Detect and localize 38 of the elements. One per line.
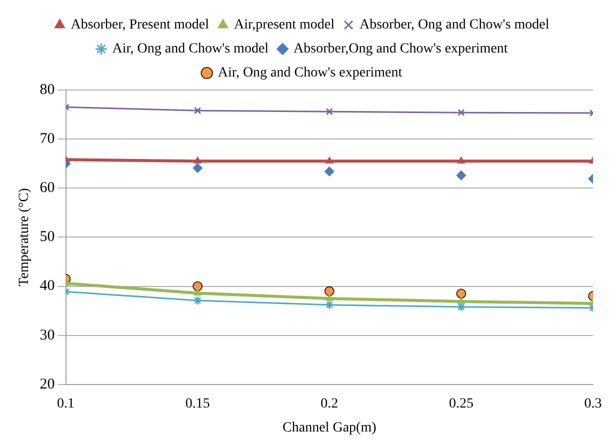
point <box>326 294 334 301</box>
point <box>324 166 334 176</box>
y-tick-label: 60 <box>40 180 55 196</box>
legend-label: Absorber, Ong and Chow's model <box>359 18 550 33</box>
point <box>324 286 334 296</box>
point <box>192 163 202 173</box>
point <box>194 156 202 164</box>
legend-label: Air, Ong and Chow's experiment <box>218 66 402 81</box>
y-tick-label: 40 <box>40 278 55 294</box>
x-tick-label: 0.2 <box>320 396 338 412</box>
point <box>456 302 466 312</box>
point <box>456 170 466 180</box>
point <box>326 156 334 164</box>
point <box>194 288 202 296</box>
x-axis-title: Channel Gap(m) <box>282 420 377 436</box>
point <box>192 281 202 292</box>
point <box>324 300 334 310</box>
point <box>458 108 465 116</box>
y-tick-label: 50 <box>40 229 55 246</box>
y-tick-label: 80 <box>40 82 55 98</box>
legend-label: Absorber, Present model <box>70 18 210 33</box>
x-tick-label: 0.1 <box>57 396 75 412</box>
x-tick-label: 0.3 <box>584 396 602 412</box>
point <box>194 107 202 114</box>
legend-label: Air,present model <box>234 18 335 33</box>
legend-label: Absorber,Ong and Chow's experiment <box>294 42 508 57</box>
y-tick-label: 30 <box>40 327 55 344</box>
point <box>457 156 466 164</box>
x-tick-label: 0.15 <box>185 396 210 412</box>
y-tick-label: 70 <box>40 131 55 148</box>
x-tick-label: 0.25 <box>448 396 474 412</box>
point <box>326 108 333 116</box>
y-axis-title: Temperature (°C) <box>17 188 32 286</box>
point <box>192 296 202 306</box>
legend-label: Air, Ong and Chow's model <box>112 42 269 57</box>
point <box>456 288 466 299</box>
y-tick-label: 20 <box>40 376 55 392</box>
point <box>457 297 466 304</box>
